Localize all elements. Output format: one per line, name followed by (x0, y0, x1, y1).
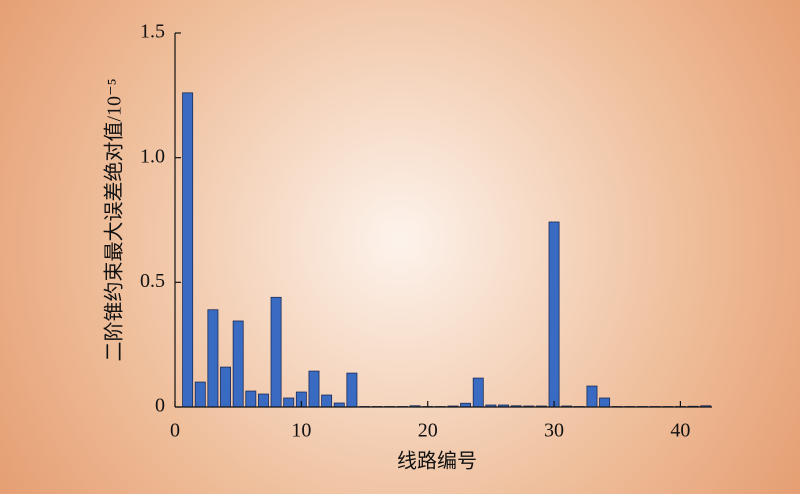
bar (548, 221, 560, 408)
bar (257, 393, 269, 408)
bar (346, 372, 358, 408)
bar (321, 394, 333, 408)
bar (586, 385, 598, 408)
y-tick-label: 1.0 (140, 145, 165, 167)
bar (472, 377, 484, 408)
bar (245, 390, 257, 408)
y-axis-label: 二阶锥约束最大误差绝对值/10⁻⁵ (103, 78, 126, 361)
bar (270, 296, 282, 408)
y-tick-label: 0.5 (140, 270, 165, 292)
bar (182, 92, 194, 408)
bar (308, 370, 320, 408)
y-tick-label: 1.5 (140, 21, 165, 43)
bar (194, 381, 206, 408)
x-tick-label: 40 (670, 420, 690, 442)
y-tick-label: 0 (155, 395, 165, 417)
x-tick-label: 10 (291, 420, 311, 442)
bar (232, 320, 244, 408)
bar (283, 397, 295, 408)
x-tick-label: 30 (544, 420, 564, 442)
bar (207, 309, 219, 408)
bar (220, 366, 231, 408)
x-tick-label: 0 (170, 420, 180, 442)
x-tick-label: 20 (418, 420, 438, 442)
x-axis-label: 线路编号 (397, 450, 477, 473)
bar (599, 397, 611, 408)
